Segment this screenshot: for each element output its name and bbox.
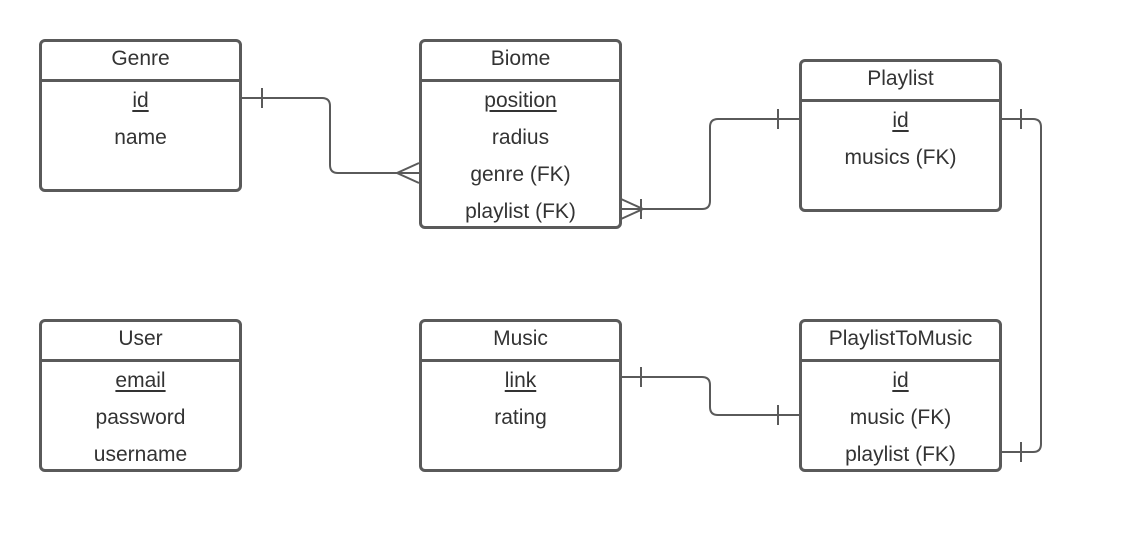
entity-title: PlaylistToMusic: [802, 322, 999, 362]
entity-playlist[interactable]: Playlist id musics (FK): [799, 59, 1002, 212]
entity-attribute: radius: [491, 126, 550, 149]
entity-attribute: password: [95, 406, 186, 429]
entity-user[interactable]: User email password username: [39, 319, 242, 472]
entity-attribute: music (FK): [849, 406, 952, 429]
entity-attribute: rating: [494, 406, 547, 429]
entity-attribute-pk: link: [504, 369, 537, 392]
entity-music[interactable]: Music link rating: [419, 319, 622, 472]
entity-attribute-pk: id: [892, 369, 909, 392]
entity-title: Biome: [422, 42, 619, 82]
relationship-genre-biome: [241, 88, 420, 184]
entity-attribute: musics (FK): [844, 146, 957, 169]
entity-attribute: playlist (FK): [465, 200, 576, 223]
relationship-music-playlisttomusic: [621, 367, 799, 425]
entity-title: Genre: [42, 42, 239, 82]
entity-attribute: playlist (FK): [845, 443, 956, 466]
entity-title: Music: [422, 322, 619, 362]
entity-attribute-pk: id: [132, 89, 149, 112]
entity-attribute: genre (FK): [470, 163, 571, 186]
crows-foot-marker: [620, 198, 646, 220]
entity-attribute-pk: email: [115, 369, 166, 392]
entity-title: Playlist: [802, 62, 999, 102]
crows-foot-marker: [394, 162, 420, 184]
entity-title: User: [42, 322, 239, 362]
entity-genre[interactable]: Genre id name: [39, 39, 242, 192]
entity-attribute-pk: id: [892, 109, 909, 132]
entity-playlisttomusic[interactable]: PlaylistToMusic id music (FK) playlist (…: [799, 319, 1002, 472]
relationship-playlist-playlisttomusic: [1001, 109, 1042, 462]
entity-attribute-pk: position: [484, 89, 557, 112]
entity-biome[interactable]: Biome position radius genre (FK) playlis…: [419, 39, 622, 229]
entity-attribute: username: [93, 443, 188, 466]
entity-attribute: name: [114, 126, 167, 149]
relationship-biome-playlist: [620, 109, 799, 220]
